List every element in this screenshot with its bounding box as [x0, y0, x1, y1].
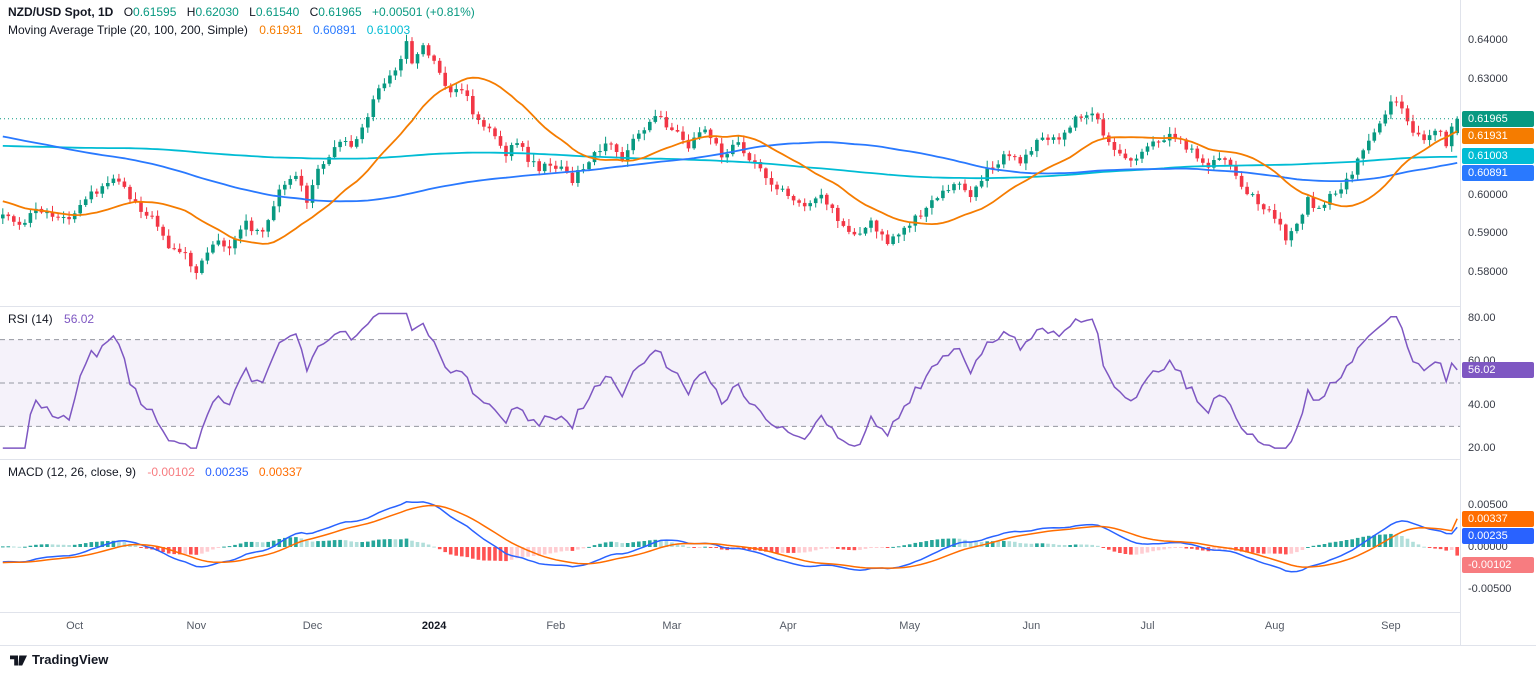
rsi-legend: RSI (14) 56.02: [8, 312, 101, 330]
time-axis-month-label: May: [899, 620, 921, 632]
time-axis-month-label: Nov: [186, 620, 207, 632]
axis-label: 40.00: [1468, 398, 1496, 411]
macd-histogram-value: -0.00102: [147, 465, 195, 479]
axis-label: 0.64000: [1468, 34, 1508, 47]
macd-chart-canvas[interactable]: [0, 460, 1460, 612]
rsi-indicator-name: RSI (14): [8, 312, 53, 326]
symbol-legend-row[interactable]: NZD/USD Spot, 1D O0.61595 H0.62030 L0.61…: [8, 5, 482, 19]
ma20-value: 0.61931: [259, 23, 303, 37]
right-price-scale[interactable]: 0.640000.630000.620000.610000.600000.590…: [1461, 0, 1536, 645]
time-axis-month-label: Feb: [546, 620, 566, 632]
macd-histogram-badge: -0.00102: [1462, 556, 1534, 573]
axis-label: 0.58000: [1468, 266, 1508, 278]
axis-label: -0.00500: [1468, 583, 1512, 595]
time-axis-month-label: Jun: [1022, 620, 1041, 632]
footer-bar: TradingView: [0, 645, 1536, 673]
macd-legend-row[interactable]: MACD (12, 26, close, 9) -0.00102 0.00235…: [8, 465, 309, 479]
price-scale-divider: [1460, 0, 1461, 645]
price-panel[interactable]: NZD/USD Spot, 1D O0.61595 H0.62030 L0.61…: [0, 0, 1460, 306]
close-value: C0.61965: [309, 5, 362, 19]
time-axis-month-label: Sep: [1381, 620, 1401, 632]
ma-indicator-name: Moving Average Triple (20, 100, 200, Sim…: [8, 23, 248, 37]
time-axis[interactable]: Oct Nov Dec 2024 Feb Mar Apr May Jun Jul Aug Sep: [0, 613, 1460, 645]
high-value: H0.62030: [186, 5, 239, 19]
rsi-panel[interactable]: RSI (14) 56.02: [0, 307, 1460, 459]
last-price-badge: 0.61965: [1462, 110, 1534, 127]
axis-label: 0.59000: [1468, 227, 1508, 240]
macd-line-value: 0.00235: [205, 465, 249, 479]
axis-label: 20.00: [1468, 442, 1496, 455]
time-axis-month-label: Dec: [302, 620, 323, 632]
time-axis-month-label: Oct: [66, 620, 84, 632]
ma-legend-row[interactable]: Moving Average Triple (20, 100, 200, Sim…: [8, 23, 482, 37]
ma100-value: 0.60891: [313, 23, 357, 37]
open-value: O0.61595: [123, 5, 177, 19]
price-legend: NZD/USD Spot, 1D O0.61595 H0.62030 L0.61…: [8, 5, 482, 41]
time-axis-month-label: Aug: [1264, 620, 1285, 632]
ma200-value: 0.61003: [366, 23, 411, 37]
macd-signal-badge: 0.00337: [1462, 510, 1534, 527]
macd-legend: MACD (12, 26, close, 9) -0.00102 0.00235…: [8, 465, 309, 483]
rsi-chart-canvas[interactable]: [0, 307, 1460, 459]
time-axis-year-label: 2024: [421, 620, 447, 632]
time-axis-month-label: Mar: [662, 620, 682, 632]
symbol-title: NZD/USD Spot, 1D: [8, 5, 114, 19]
panel-divider[interactable]: [0, 306, 1536, 307]
macd-line-badge: 0.00235: [1462, 527, 1534, 544]
panel-divider: [0, 612, 1536, 613]
low-value: L0.61540: [249, 5, 300, 19]
axis-label: 0.00500: [1468, 499, 1508, 511]
tradingview-logo-link[interactable]: TradingView: [10, 652, 108, 667]
rsi-value-badge: 56.02: [1462, 361, 1534, 378]
axis-label: 0.63000: [1468, 72, 1508, 85]
tradingview-logo-icon: [10, 653, 27, 667]
change-value: +0.00501 (+0.81%): [372, 5, 475, 19]
axis-label: 0.00000: [1468, 541, 1508, 553]
time-axis-month-label: Apr: [779, 620, 797, 632]
axis-label: 80.00: [1468, 311, 1496, 324]
ma100-price-badge: 0.60891: [1462, 165, 1534, 181]
time-axis-month-label: Jul: [1140, 620, 1155, 632]
macd-panel[interactable]: MACD (12, 26, close, 9) -0.00102 0.00235…: [0, 460, 1460, 612]
ma200-price-badge: 0.61003: [1462, 148, 1534, 164]
brand-name: TradingView: [32, 652, 109, 667]
macd-signal-value: 0.00337: [258, 465, 303, 479]
rsi-value: 56.02: [64, 312, 95, 326]
panel-divider[interactable]: [0, 459, 1536, 460]
axis-label: 0.60000: [1468, 188, 1508, 201]
price-chart-canvas[interactable]: [0, 0, 1460, 306]
ma20-price-badge: 0.61931: [1462, 127, 1534, 144]
macd-indicator-name: MACD (12, 26, close, 9): [8, 465, 137, 479]
rsi-legend-row[interactable]: RSI (14) 56.02: [8, 312, 101, 326]
